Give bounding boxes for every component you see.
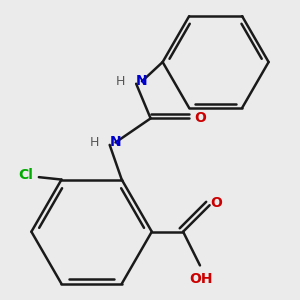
Text: OH: OH (190, 272, 213, 286)
Text: Cl: Cl (18, 168, 33, 182)
Text: O: O (210, 196, 222, 210)
Text: O: O (194, 111, 206, 125)
Text: H: H (116, 75, 125, 88)
Text: N: N (136, 74, 148, 88)
Text: H: H (90, 136, 99, 149)
Text: N: N (110, 136, 121, 149)
